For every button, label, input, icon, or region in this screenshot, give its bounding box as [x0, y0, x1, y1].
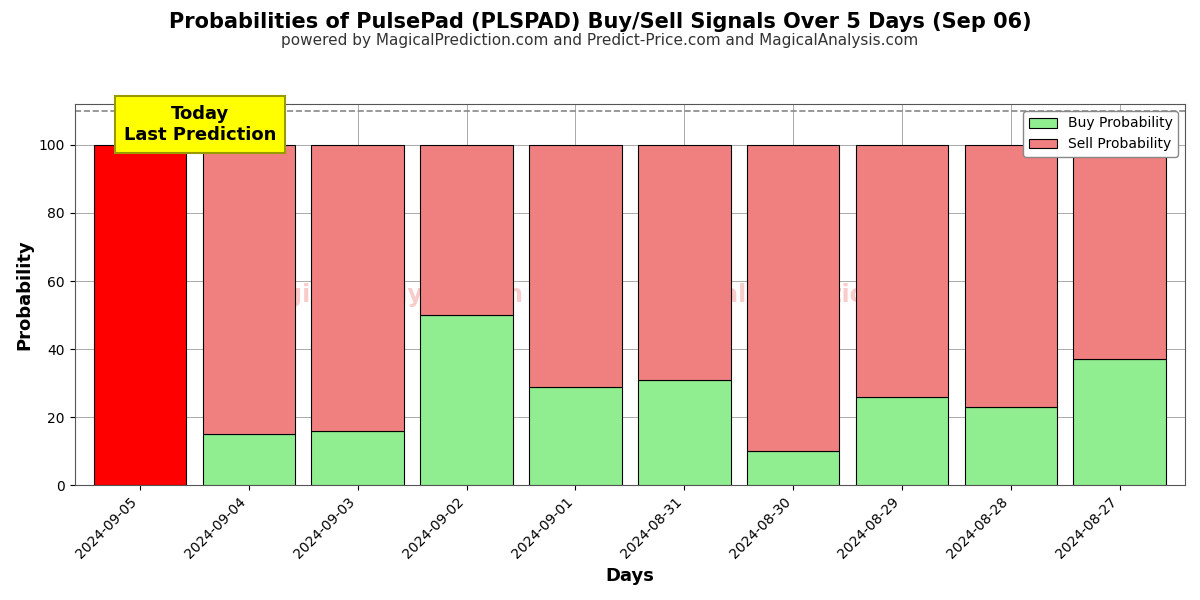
Bar — [638, 145, 731, 380]
Bar — [203, 434, 295, 485]
Bar — [203, 145, 295, 434]
Text: MagicalAnalysis.com: MagicalAnalysis.com — [247, 283, 524, 307]
Bar — [312, 431, 404, 485]
Bar — [1074, 359, 1166, 485]
Bar — [529, 145, 622, 386]
Bar — [420, 315, 512, 485]
Bar — [965, 407, 1057, 485]
Bar — [1074, 145, 1166, 359]
Bar — [965, 145, 1057, 407]
Bar — [638, 380, 731, 485]
Bar — [312, 145, 404, 431]
Text: Probabilities of PulsePad (PLSPAD) Buy/Sell Signals Over 5 Days (Sep 06): Probabilities of PulsePad (PLSPAD) Buy/S… — [169, 12, 1031, 32]
Bar — [94, 145, 186, 485]
Text: Today
Last Prediction: Today Last Prediction — [124, 105, 276, 144]
Bar — [529, 386, 622, 485]
Legend: Buy Probability, Sell Probability: Buy Probability, Sell Probability — [1024, 111, 1178, 157]
Bar — [746, 145, 839, 451]
Text: powered by MagicalPrediction.com and Predict-Price.com and MagicalAnalysis.com: powered by MagicalPrediction.com and Pre… — [281, 33, 919, 48]
Text: MagicalPrediction.com: MagicalPrediction.com — [646, 283, 948, 307]
Bar — [420, 145, 512, 315]
Y-axis label: Probability: Probability — [16, 239, 34, 350]
Bar — [746, 451, 839, 485]
Bar — [856, 397, 948, 485]
X-axis label: Days: Days — [605, 567, 654, 585]
Bar — [856, 145, 948, 397]
